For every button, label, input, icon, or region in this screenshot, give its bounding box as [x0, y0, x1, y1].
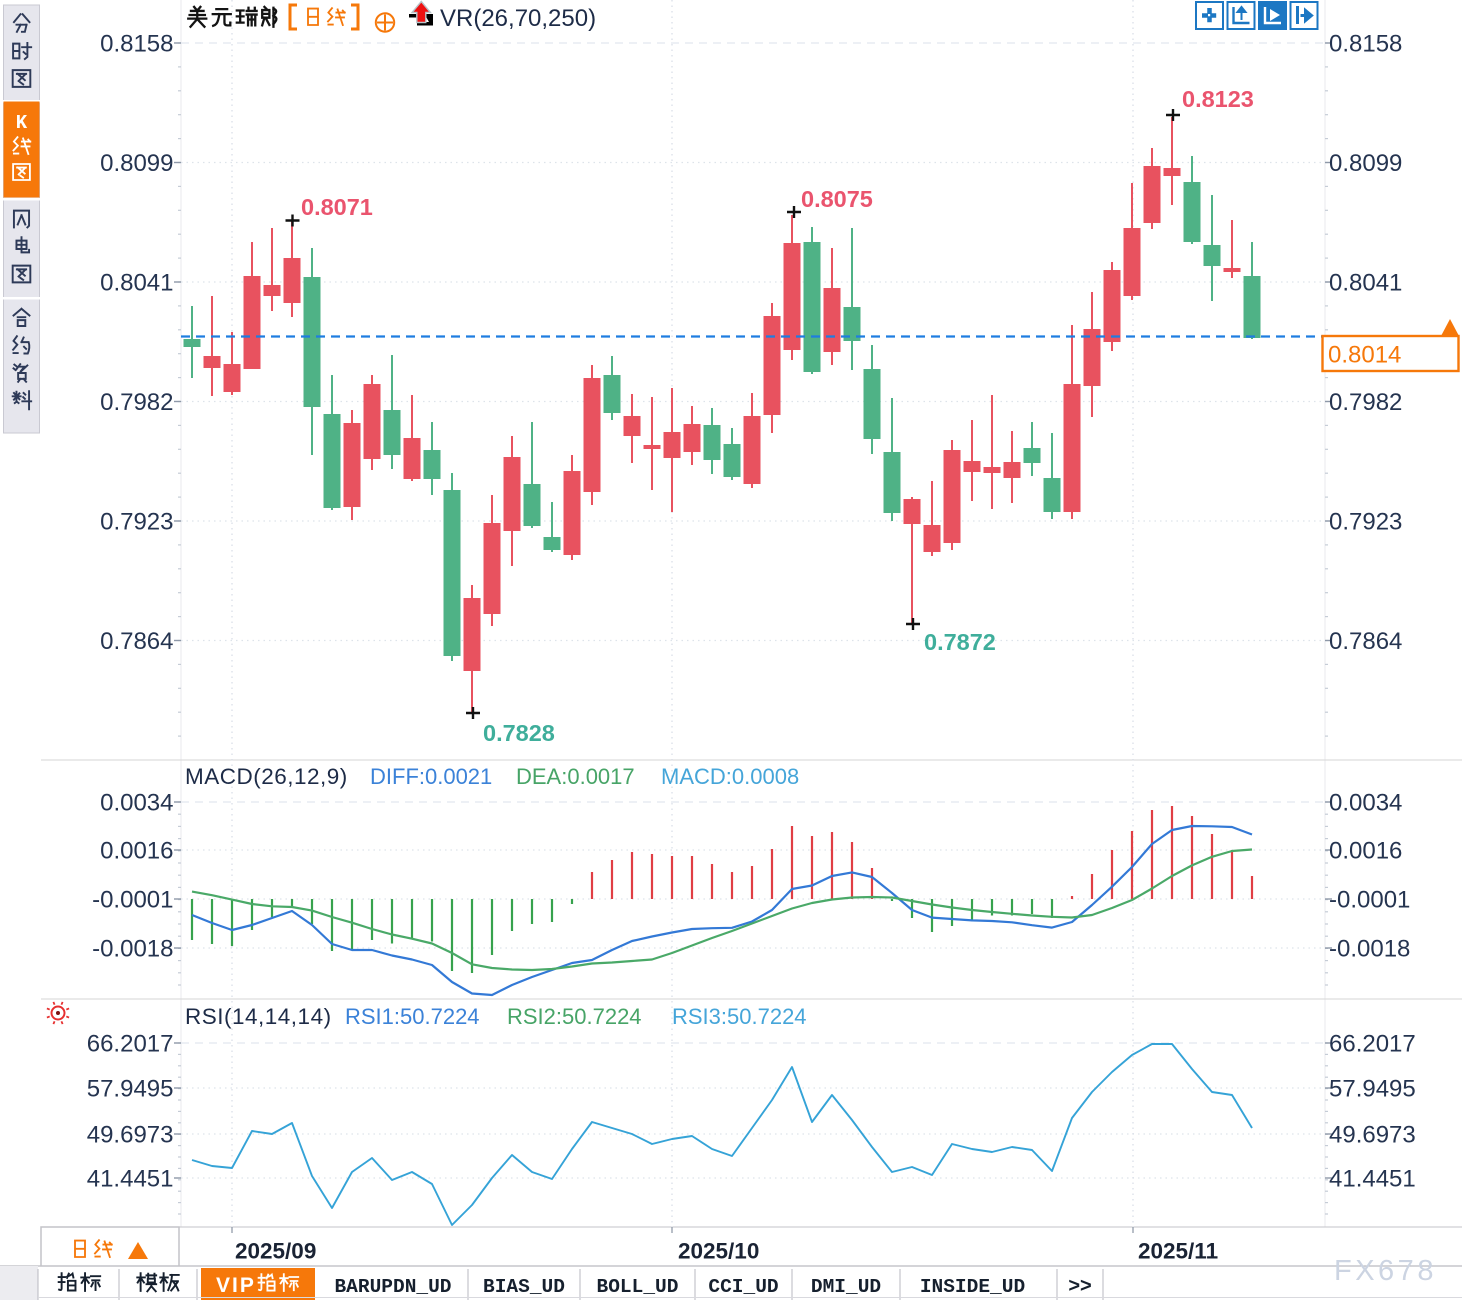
- svg-text:0.8123: 0.8123: [1182, 86, 1254, 112]
- svg-text:57.9495: 57.9495: [1329, 1076, 1416, 1103]
- svg-text:BOLL_UD: BOLL_UD: [597, 1276, 679, 1298]
- svg-text:66.2017: 66.2017: [1329, 1031, 1416, 1058]
- svg-text:VIP: VIP: [216, 1274, 256, 1297]
- svg-text:CCI_UD: CCI_UD: [708, 1276, 778, 1298]
- svg-text:RSI(14,14,14): RSI(14,14,14): [185, 1004, 332, 1029]
- svg-text:0.7864: 0.7864: [1329, 628, 1402, 655]
- svg-text:MACD(26,12,9): MACD(26,12,9): [185, 764, 348, 789]
- svg-text:57.9495: 57.9495: [87, 1076, 174, 1103]
- svg-text:BIAS_UD: BIAS_UD: [483, 1276, 565, 1298]
- svg-text:MACD:0.0008: MACD:0.0008: [661, 764, 799, 789]
- svg-text:2025/09: 2025/09: [235, 1239, 316, 1264]
- svg-text:0.0016: 0.0016: [100, 838, 173, 865]
- svg-text:0.8075: 0.8075: [801, 186, 873, 212]
- svg-text:0.8041: 0.8041: [1329, 270, 1402, 297]
- svg-text:-0.0001: -0.0001: [1329, 887, 1410, 914]
- svg-text:49.6973: 49.6973: [1329, 1122, 1416, 1149]
- svg-text:0.0034: 0.0034: [100, 790, 173, 817]
- svg-text:K: K: [16, 112, 28, 134]
- svg-text:-0.0001: -0.0001: [92, 887, 173, 914]
- svg-text:0.8014: 0.8014: [1328, 342, 1401, 369]
- svg-text:DEA:0.0017: DEA:0.0017: [516, 764, 635, 789]
- svg-text:0.7828: 0.7828: [483, 720, 555, 746]
- svg-text:-0.0018: -0.0018: [1329, 936, 1410, 963]
- svg-text:0.0034: 0.0034: [1329, 790, 1402, 817]
- svg-text:VR(26,70,250): VR(26,70,250): [440, 5, 596, 32]
- svg-text:BARUPDN_UD: BARUPDN_UD: [334, 1276, 451, 1298]
- svg-text:RSI2:50.7224: RSI2:50.7224: [507, 1004, 642, 1029]
- svg-text:>>: >>: [1068, 1275, 1091, 1297]
- svg-text:0.7923: 0.7923: [100, 509, 173, 536]
- svg-text:2025/10: 2025/10: [678, 1239, 759, 1264]
- svg-text:0.7982: 0.7982: [100, 389, 173, 416]
- svg-text:66.2017: 66.2017: [87, 1031, 174, 1058]
- svg-text:DMI_UD: DMI_UD: [811, 1276, 881, 1298]
- svg-text:41.4451: 41.4451: [1329, 1166, 1416, 1193]
- svg-text:49.6973: 49.6973: [87, 1122, 174, 1149]
- svg-text:0.8158: 0.8158: [100, 31, 173, 58]
- svg-text:0.0016: 0.0016: [1329, 838, 1402, 865]
- svg-text:2025/11: 2025/11: [1138, 1239, 1218, 1264]
- svg-text:0.8041: 0.8041: [100, 270, 173, 297]
- svg-text:INSIDE_UD: INSIDE_UD: [920, 1276, 1025, 1298]
- svg-text:DIFF:0.0021: DIFF:0.0021: [370, 764, 492, 789]
- svg-text:RSI3:50.7224: RSI3:50.7224: [672, 1004, 807, 1029]
- svg-text:0.8071: 0.8071: [301, 194, 373, 220]
- svg-text:RSI1:50.7224: RSI1:50.7224: [345, 1004, 480, 1029]
- svg-text:0.7864: 0.7864: [100, 628, 173, 655]
- svg-text:0.8099: 0.8099: [1329, 150, 1402, 177]
- svg-text:0.8158: 0.8158: [1329, 31, 1402, 58]
- svg-text:FX678: FX678: [1334, 1255, 1437, 1287]
- svg-text:0.7923: 0.7923: [1329, 509, 1402, 536]
- svg-text:0.7982: 0.7982: [1329, 389, 1402, 416]
- svg-text:0.7872: 0.7872: [924, 629, 996, 655]
- svg-text:0.8099: 0.8099: [100, 150, 173, 177]
- svg-text:41.4451: 41.4451: [87, 1166, 174, 1193]
- svg-text:-0.0018: -0.0018: [92, 936, 173, 963]
